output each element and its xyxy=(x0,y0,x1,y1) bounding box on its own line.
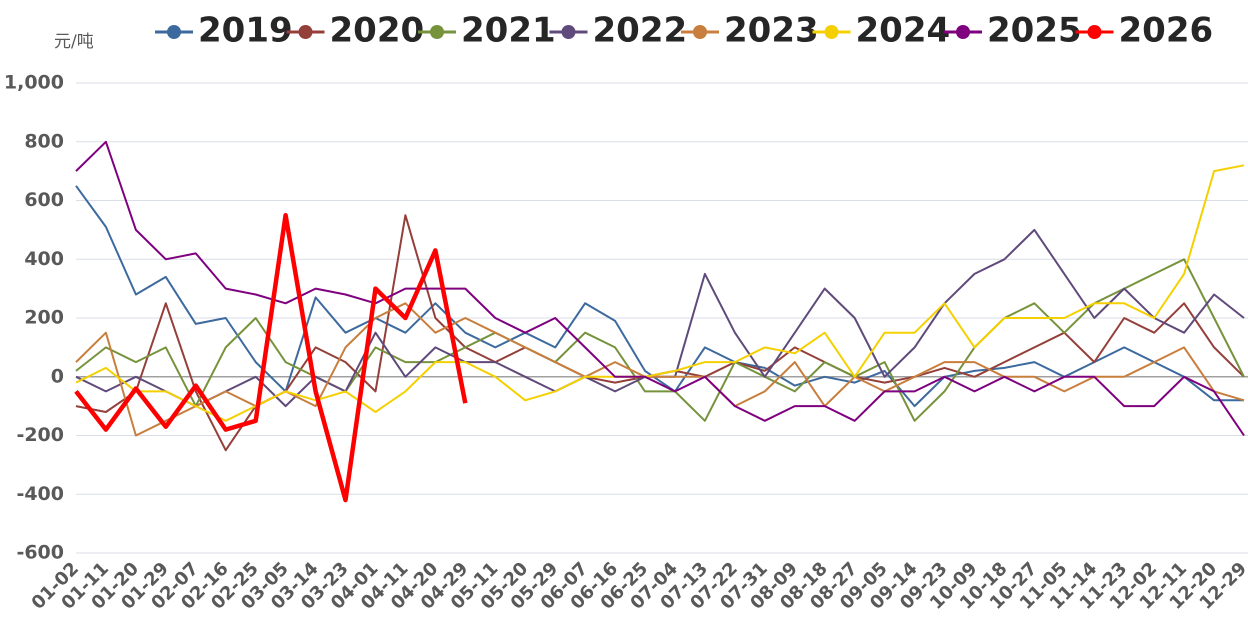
legend-label: 2026 xyxy=(1119,11,1214,51)
y-tick-label: 600 xyxy=(24,189,64,211)
legend-item: 2020 xyxy=(286,11,425,51)
legend-label: 2024 xyxy=(856,11,951,51)
legend-label: 2020 xyxy=(330,11,425,51)
legend-marker xyxy=(430,25,444,39)
series-line xyxy=(75,140,1245,437)
legend-item: 2026 xyxy=(1075,11,1214,51)
legend-item: 2021 xyxy=(418,11,556,51)
series-line xyxy=(75,258,1245,422)
y-tick-label: 800 xyxy=(24,130,64,152)
legend-marker xyxy=(561,25,576,39)
series-line xyxy=(74,212,468,503)
series-line xyxy=(75,214,1245,452)
legend-label: 2022 xyxy=(593,11,688,51)
y-tick-label: 1,000 xyxy=(4,72,64,94)
series-line xyxy=(75,185,1244,408)
legend-item: 2019 xyxy=(155,11,293,51)
y-tick-label: -400 xyxy=(16,483,64,505)
legend-marker xyxy=(824,25,839,39)
legend-item: 2024 xyxy=(812,11,951,51)
legend-item: 2022 xyxy=(549,11,688,51)
legend-label: 2025 xyxy=(987,11,1082,51)
legend-marker xyxy=(693,25,707,39)
legend-item: 2025 xyxy=(944,11,1082,51)
series-line xyxy=(75,164,1245,422)
y-tick-label: 0 xyxy=(51,365,64,387)
y-tick-label: -200 xyxy=(16,424,64,446)
unit-label: 元/吨 xyxy=(54,32,94,52)
y-tick-label: -600 xyxy=(16,542,64,564)
legend-marker xyxy=(167,25,181,39)
legend-label: 2023 xyxy=(724,11,819,51)
legend-label: 2021 xyxy=(461,11,556,51)
y-tick-label: 400 xyxy=(24,248,64,270)
y-tick-label: 200 xyxy=(24,307,64,329)
legend-marker xyxy=(1087,25,1102,39)
legend-marker xyxy=(956,25,970,39)
legend-marker xyxy=(298,25,313,39)
legend-label: 2019 xyxy=(198,11,293,51)
legend-item: 2023 xyxy=(681,11,819,51)
